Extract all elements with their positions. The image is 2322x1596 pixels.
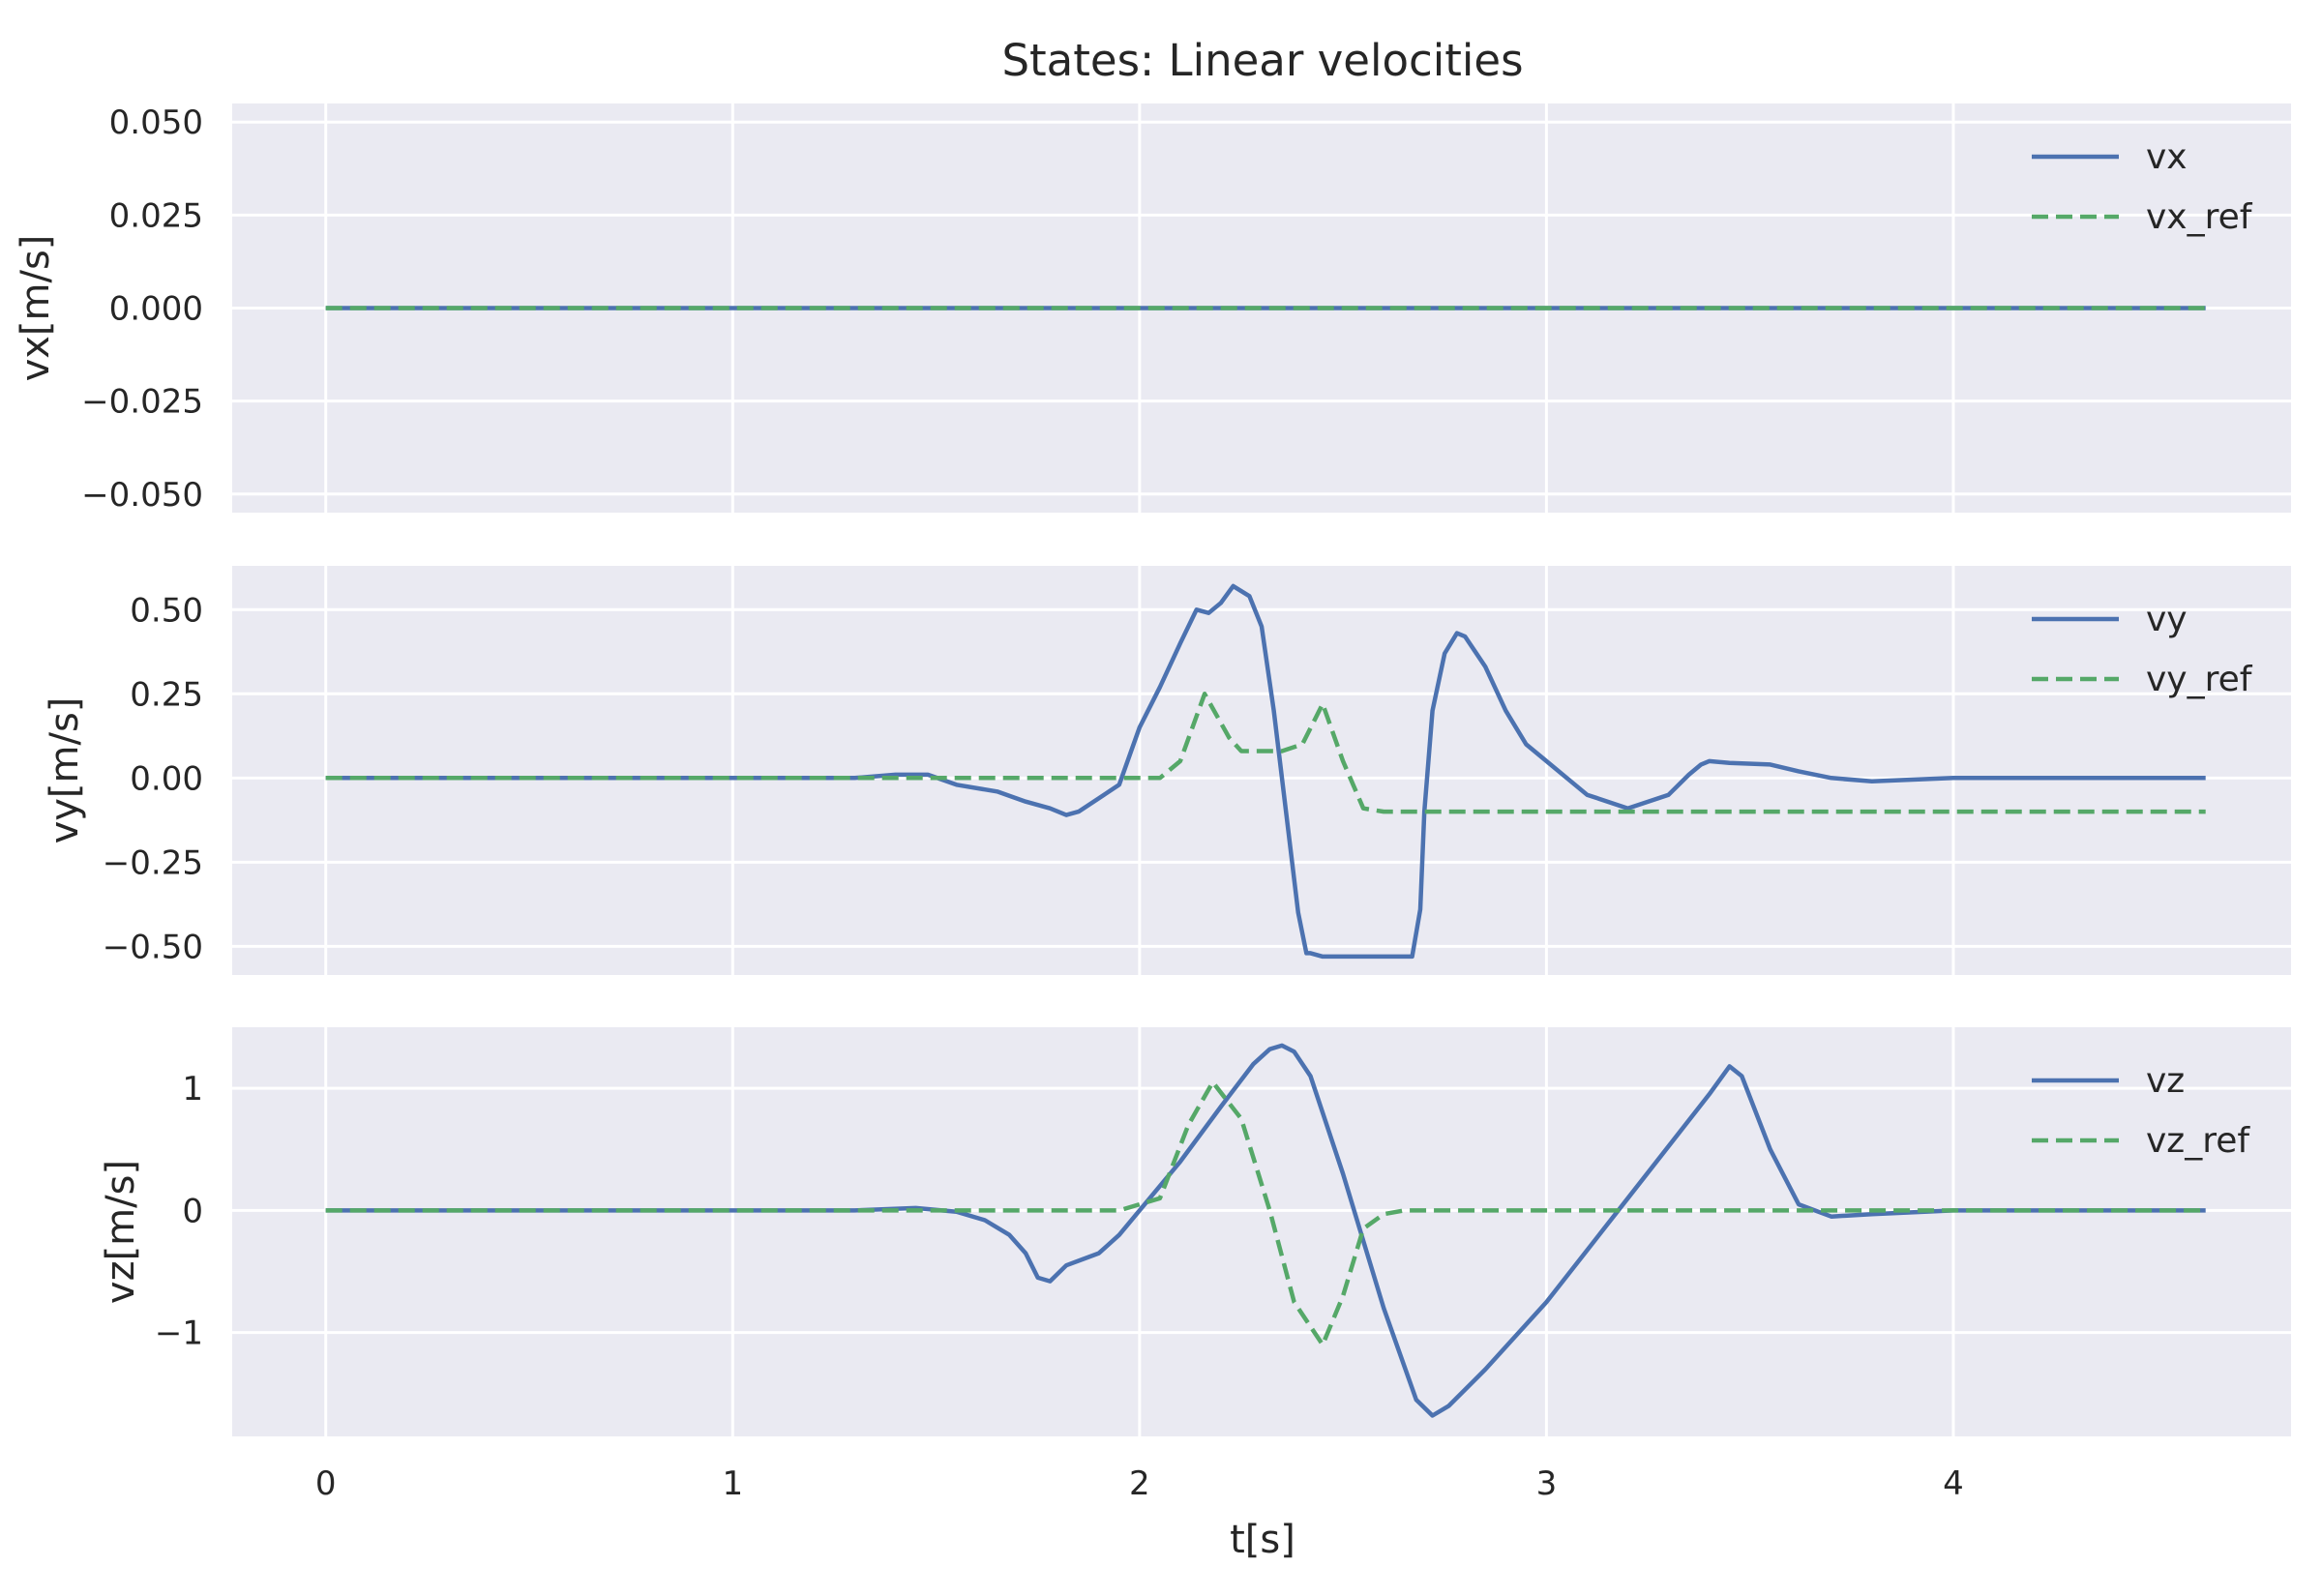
legend-label-vx: vx (2146, 137, 2188, 177)
y-axis-label: vx[m/s] (14, 235, 58, 382)
series-line-vy (325, 583, 2206, 960)
chart-title: States: Linear velocities (1001, 35, 1523, 86)
y-tick-label: 0.00 (130, 759, 203, 798)
y-tick-label: 0.50 (130, 591, 203, 630)
x-axis-label: t[s] (1230, 1518, 1295, 1562)
subplot-1: −0.050 −0.025 0.000 0.025 0.050 vx[m/s] vx vx_r… (14, 103, 2291, 520)
y-tick-label: 0.050 (109, 103, 203, 142)
legend-label-vy: vy (2146, 600, 2188, 639)
y-tick-label: 0.025 (109, 196, 203, 235)
plot-area (232, 1027, 2291, 1436)
legend-label-vy_ref: vy_ref (2146, 660, 2253, 699)
legend-label-vz_ref: vz_ref (2146, 1121, 2250, 1161)
series-line-vy_ref (325, 692, 2206, 814)
subplot-2: −0.50 −0.25 0.00 0.25 0.50 vy[m/s] vy vy_ref (43, 566, 2291, 983)
x-tick-label: 3 (1536, 1464, 1558, 1503)
y-tick-label: 1 (182, 1070, 203, 1108)
legend-label-vz: vz (2146, 1061, 2185, 1101)
y-tick-label: −0.50 (103, 928, 203, 966)
series-line-vz_ref (325, 1079, 2206, 1347)
y-tick-label: −1 (155, 1315, 203, 1353)
x-tick-label: 4 (1943, 1464, 1964, 1503)
y-tick-label: −0.25 (103, 843, 203, 882)
y-tick-label: 0.000 (109, 290, 203, 329)
y-axis-label: vz[m/s] (99, 1160, 143, 1304)
y-tick-label: −0.050 (81, 476, 203, 515)
x-tick-label: 2 (1129, 1464, 1150, 1503)
y-tick-label: −0.025 (81, 383, 203, 422)
legend-label-vx_ref: vx_ref (2146, 197, 2253, 237)
series-line-vz (325, 1043, 2206, 1418)
subplots: −0.050−0.0250.0000.0250.050vx[m/s]vxvx_r… (14, 103, 2291, 1503)
subplot-3: −1 0 1 vz[m/s] vz vz_ref (99, 1027, 2291, 1444)
y-tick-label: 0.25 (130, 675, 203, 714)
y-tick-label: 0 (182, 1192, 203, 1230)
x-tick-label: 0 (315, 1464, 337, 1503)
x-tick-label: 1 (722, 1464, 743, 1503)
y-axis-label: vy[m/s] (43, 697, 87, 844)
